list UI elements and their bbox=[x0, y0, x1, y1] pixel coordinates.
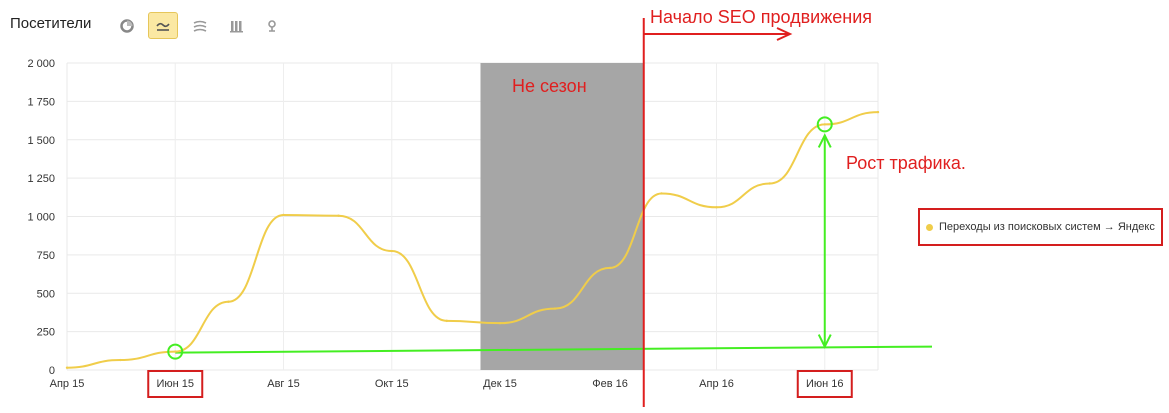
series-points bbox=[65, 110, 880, 369]
data-point bbox=[227, 300, 230, 303]
pie-chart-icon bbox=[120, 18, 134, 33]
pie-chart-button[interactable] bbox=[112, 12, 142, 39]
x-tick-label: Авг 15 bbox=[267, 378, 299, 390]
growth-arrow bbox=[817, 133, 832, 349]
x-tick-label: Апр 15 bbox=[50, 378, 85, 390]
data-point bbox=[119, 358, 122, 362]
off-season-annotation: Не сезон bbox=[512, 76, 587, 96]
line-chart-button[interactable] bbox=[148, 12, 178, 39]
y-tick-label: 1 000 bbox=[27, 212, 55, 224]
growth-marker-circle bbox=[816, 116, 833, 133]
highlighted-tick-box bbox=[796, 370, 853, 398]
seo-start-annotation: Начало SEO продвижения bbox=[650, 7, 873, 27]
seo-arrow bbox=[643, 27, 793, 41]
x-tick-label: Фев 16 bbox=[592, 378, 628, 390]
chart-toolbar: Посетители bbox=[0, 0, 320, 50]
y-tick-label: 500 bbox=[37, 288, 55, 300]
data-point bbox=[553, 307, 557, 310]
y-tick-label: 250 bbox=[37, 327, 55, 339]
data-point bbox=[282, 213, 285, 217]
data-point bbox=[65, 366, 69, 369]
series-line bbox=[66, 111, 879, 369]
data-point bbox=[608, 266, 612, 270]
legend-label: Переходы из поисковых систем → Яндекс bbox=[939, 221, 1155, 233]
off-season-shade bbox=[480, 63, 644, 370]
x-tick-label: Июн 16 bbox=[806, 378, 844, 390]
chart-title: Посетители bbox=[10, 15, 92, 32]
y-tick-label: 1 750 bbox=[27, 96, 55, 108]
data-point bbox=[498, 321, 502, 325]
x-tick-label: Окт 15 bbox=[375, 378, 409, 390]
data-point bbox=[174, 350, 177, 353]
data-point bbox=[876, 110, 880, 114]
y-tick-label: 2 000 bbox=[27, 58, 55, 70]
traffic-growth-annotation: Рост трафика. bbox=[846, 153, 966, 173]
bar-chart-button[interactable] bbox=[222, 12, 252, 39]
y-tick-label: 1 250 bbox=[27, 173, 55, 185]
bar-chart-icon bbox=[230, 20, 243, 32]
map-button[interactable] bbox=[257, 12, 287, 39]
map-pin-icon bbox=[268, 19, 276, 32]
chart-grid bbox=[66, 62, 879, 371]
x-tick-label: Июн 15 bbox=[156, 378, 194, 390]
chart-legend[interactable]: Переходы из поисковых систем → Яндекс bbox=[918, 208, 1163, 246]
data-point bbox=[660, 192, 663, 195]
line-chart-icon bbox=[156, 22, 170, 31]
data-point bbox=[337, 214, 340, 217]
area-chart-button[interactable] bbox=[185, 12, 215, 39]
growth-arrow-head-bottom bbox=[817, 334, 832, 349]
growth-arrow-head-top bbox=[817, 133, 832, 148]
y-tick-label: 1 500 bbox=[27, 135, 55, 147]
data-point bbox=[768, 182, 771, 185]
y-tick-label: 0 bbox=[49, 365, 55, 377]
x-tick-label: Дек 15 bbox=[483, 378, 517, 390]
x-tick-label: Апр 16 bbox=[699, 378, 734, 390]
growth-marker-circle bbox=[167, 343, 184, 360]
x-axis: Апр 15 Июн 15 Авг 15 Окт 15 Дек 15 Фев 16 Апр … bbox=[50, 370, 853, 398]
area-chart-icon bbox=[193, 20, 207, 32]
growth-markers bbox=[167, 116, 833, 360]
y-axis: 0 250 500 750 1 000 1 250 1 500 1 750 2 000 bbox=[27, 58, 55, 377]
highlighted-tick-box bbox=[147, 370, 204, 398]
data-point bbox=[390, 249, 393, 253]
data-point bbox=[445, 319, 448, 323]
data-point bbox=[715, 206, 718, 209]
y-tick-label: 750 bbox=[37, 250, 55, 262]
data-point bbox=[823, 123, 826, 126]
legend-marker bbox=[926, 223, 933, 231]
baseline-marker-line bbox=[175, 345, 933, 354]
